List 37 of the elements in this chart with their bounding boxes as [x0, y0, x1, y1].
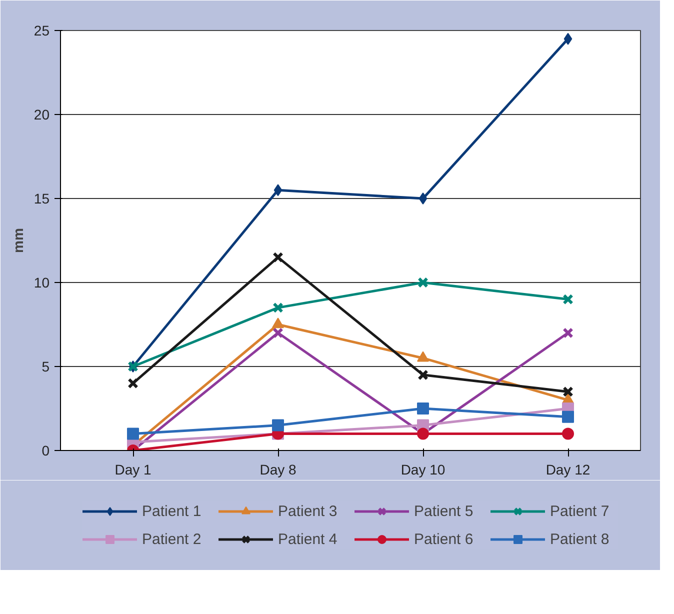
point	[272, 302, 284, 314]
y-tick-label: 20	[34, 106, 50, 122]
point	[564, 32, 572, 45]
legend-label: Patient 7	[550, 502, 610, 520]
point	[562, 410, 574, 423]
legend-label: Patient 4	[278, 530, 338, 548]
legend-label: Patient 5	[414, 502, 474, 520]
y-axis-title: mm	[10, 228, 26, 253]
legend-label: Patient 2	[142, 530, 202, 548]
y-tick-label: 25	[34, 22, 50, 38]
x-tick-label: Day 10	[400, 462, 446, 478]
point	[272, 328, 284, 338]
point	[272, 252, 284, 263]
point	[418, 192, 428, 204]
y-tick-label: 10	[34, 274, 50, 290]
point	[562, 294, 574, 305]
legend-label: Patient 6	[414, 530, 474, 548]
point	[417, 402, 429, 414]
point	[272, 419, 284, 432]
point	[272, 318, 284, 328]
legend-label: Patient 8	[550, 530, 610, 548]
legend-label: Patient 3	[278, 502, 338, 520]
y-tick-label: 5	[42, 358, 50, 374]
point	[418, 370, 428, 380]
x-tick-label: Day 1	[114, 462, 152, 478]
point	[418, 277, 428, 288]
point	[562, 428, 574, 440]
x-tick-label: Day 8	[260, 462, 296, 478]
x-tick-label: Day 12	[546, 462, 590, 478]
y-tick-label: 15	[34, 190, 50, 206]
point	[128, 378, 138, 389]
point	[127, 428, 139, 440]
point	[562, 328, 574, 338]
point	[274, 184, 282, 196]
legend-label: Patient 1	[142, 502, 202, 520]
point	[562, 386, 574, 398]
y-tick-label: 0	[42, 442, 50, 458]
